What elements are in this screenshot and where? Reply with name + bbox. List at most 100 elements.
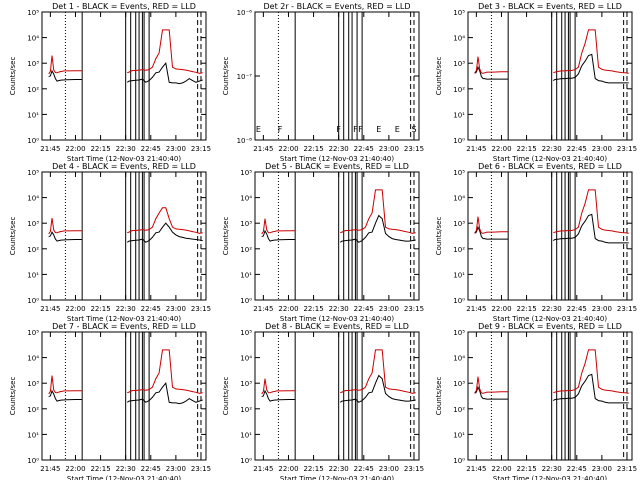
events-series-line <box>553 53 629 84</box>
marker-letter: F <box>278 125 283 134</box>
x-axis-label: Start Time (12-Nov-03 21:40:40) <box>280 315 394 323</box>
x-axis-label: Start Time (12-Nov-03 21:40:40) <box>280 475 394 480</box>
y-tick-label: 10⁰ <box>240 457 252 465</box>
x-tick-label: 23:15 <box>617 145 637 153</box>
y-tick-label: 10⁵ <box>240 169 252 177</box>
y-tick-label: 10⁴ <box>240 355 252 363</box>
x-tick-label: 22:00 <box>491 465 511 473</box>
x-tick-label: 23:15 <box>617 305 637 313</box>
x-tick-label: 23:00 <box>166 145 186 153</box>
y-tick-label: 10³ <box>240 380 252 388</box>
data-area <box>474 172 629 300</box>
x-tick-label: 22:45 <box>567 145 587 153</box>
plot-frame <box>254 331 420 461</box>
det-8-panel: Det 8 - BLACK = Events, RED = LLD 10⁰ 10¹ 1… <box>222 322 424 480</box>
y-tick-label: 10¹ <box>453 271 465 279</box>
x-tick-label: 23:00 <box>166 465 186 473</box>
panel-title: Det 3 - BLACK = Events, RED = LLD <box>478 2 622 11</box>
panel-title: Det 5 - BLACK = Events, RED = LLD <box>265 162 409 171</box>
panel-title: Det 9 - BLACK = Events, RED = LLD <box>478 322 622 331</box>
lld-series-line <box>474 216 509 234</box>
y-tick-label: 10⁵ <box>453 9 465 17</box>
events-series-line <box>340 374 416 403</box>
x-tick-label: 21:45 <box>253 465 273 473</box>
x-tick-label: 23:15 <box>191 465 211 473</box>
lld-series-line <box>127 349 203 394</box>
x-tick-label: 23:00 <box>379 465 399 473</box>
x-tick-label: 21:45 <box>40 145 60 153</box>
y-tick-label: 10⁵ <box>27 169 39 177</box>
x-tick-label: 23:00 <box>166 305 186 313</box>
y-axis-label: Counts/sec <box>9 217 17 256</box>
x-tick-label: 23:00 <box>592 145 612 153</box>
y-tick-label: 10² <box>27 246 39 254</box>
lld-series-line <box>553 29 629 74</box>
events-series-line <box>474 65 509 80</box>
panel-title: Det 8 - BLACK = Events, RED = LLD <box>265 322 409 331</box>
y-tick-label: 10⁴ <box>453 355 465 363</box>
x-tick-label: 22:15 <box>516 305 536 313</box>
plot-frame <box>41 331 207 461</box>
lld-series-line <box>553 189 629 234</box>
x-tick-label: 23:00 <box>379 145 399 153</box>
x-axis-label: Start Time (12-Nov-03 21:40:40) <box>493 475 607 480</box>
x-axis-label: Start Time (12-Nov-03 21:40:40) <box>67 155 181 163</box>
panel-title: Det 1 - BLACK = Events, RED = LLD <box>52 2 196 11</box>
y-tick-label: 10³ <box>27 220 39 228</box>
x-tick-label: 21:45 <box>466 145 486 153</box>
x-tick-label: 21:45 <box>253 305 273 313</box>
events-series-line <box>48 389 83 402</box>
y-tick-label: 10² <box>453 86 465 94</box>
lld-series-line <box>127 207 203 234</box>
x-tick-label: 22:30 <box>329 465 349 473</box>
x-tick-label: 23:15 <box>191 305 211 313</box>
x-tick-label: 21:45 <box>466 465 486 473</box>
data-area <box>48 12 203 140</box>
events-series-line <box>261 229 296 242</box>
y-tick-label: 10⁻⁸ <box>237 137 253 145</box>
marker-letter: F <box>358 125 363 134</box>
y-axis-label: Counts/sec <box>222 57 230 96</box>
y-tick-label: 10³ <box>453 380 465 388</box>
panel-title: Det 2r - BLACK = Events, RED = LLD <box>263 2 410 11</box>
x-tick-label: 22:00 <box>491 305 511 313</box>
lld-series-line <box>474 376 509 394</box>
data-area <box>474 332 629 460</box>
x-tick-label: 22:45 <box>354 305 374 313</box>
events-series-line <box>127 222 203 243</box>
marker-letter: E <box>376 125 381 134</box>
y-tick-label: 10¹ <box>27 431 39 439</box>
data-area <box>48 172 203 300</box>
lld-series-line <box>340 189 416 234</box>
det-6-panel: Det 6 - BLACK = Events, RED = LLD 10⁰ 10¹ 1… <box>435 162 637 323</box>
y-tick-label: 10⁵ <box>27 329 39 337</box>
y-tick-label: 10¹ <box>240 271 252 279</box>
y-tick-label: 10⁴ <box>453 195 465 203</box>
x-tick-label: 23:15 <box>404 465 424 473</box>
y-tick-label: 10⁰ <box>240 297 252 305</box>
x-tick-label: 22:15 <box>90 305 110 313</box>
x-tick-label: 21:45 <box>253 145 273 153</box>
y-axis-label: Counts/sec <box>435 377 443 416</box>
y-tick-label: 10⁰ <box>453 457 465 465</box>
events-series-line <box>48 231 83 242</box>
x-tick-label: 22:00 <box>278 465 298 473</box>
plot-frame <box>467 171 633 301</box>
x-tick-label: 22:45 <box>141 145 161 153</box>
x-tick-label: 22:00 <box>65 465 85 473</box>
data-area <box>261 332 416 460</box>
x-tick-label: 21:45 <box>40 465 60 473</box>
panel-title: Det 4 - BLACK = Events, RED = LLD <box>52 162 196 171</box>
x-axis-label: Start Time (12-Nov-03 21:40:40) <box>280 155 394 163</box>
y-axis-label: Counts/sec <box>9 57 17 96</box>
x-tick-label: 22:30 <box>542 145 562 153</box>
events-series-line <box>127 382 203 405</box>
y-tick-label: 10¹ <box>453 431 465 439</box>
y-axis-label: Counts/sec <box>222 377 230 416</box>
data-area <box>474 12 629 140</box>
y-tick-label: 10⁰ <box>27 297 39 305</box>
y-tick-label: 10² <box>453 406 465 414</box>
x-tick-label: 22:15 <box>90 465 110 473</box>
